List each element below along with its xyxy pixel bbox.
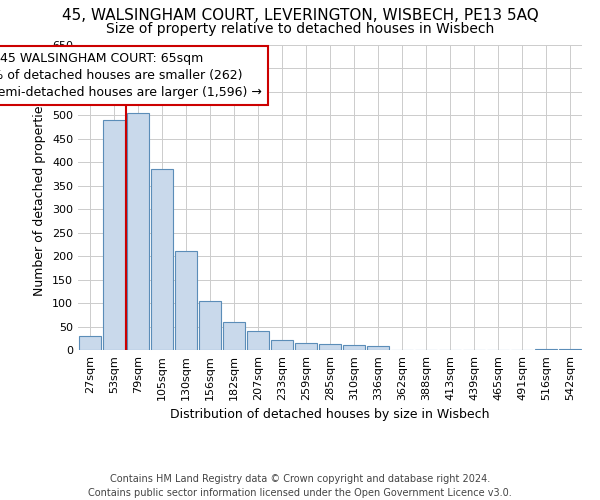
Text: 45 WALSINGHAM COURT: 65sqm
← 14% of detached houses are smaller (262)
85% of sem: 45 WALSINGHAM COURT: 65sqm ← 14% of deta… xyxy=(0,52,262,99)
Bar xyxy=(151,170,173,350)
Bar xyxy=(79,336,101,350)
Bar xyxy=(343,346,365,350)
Bar xyxy=(295,344,317,350)
Bar xyxy=(199,300,221,350)
Bar xyxy=(319,344,341,350)
Bar xyxy=(247,331,269,350)
Bar xyxy=(223,322,245,350)
Bar xyxy=(367,346,389,350)
Bar xyxy=(103,120,125,350)
Text: Size of property relative to detached houses in Wisbech: Size of property relative to detached ho… xyxy=(106,22,494,36)
Bar xyxy=(559,348,581,350)
Bar xyxy=(271,340,293,350)
Bar xyxy=(127,113,149,350)
Text: Contains HM Land Registry data © Crown copyright and database right 2024.
Contai: Contains HM Land Registry data © Crown c… xyxy=(88,474,512,498)
X-axis label: Distribution of detached houses by size in Wisbech: Distribution of detached houses by size … xyxy=(170,408,490,421)
Y-axis label: Number of detached properties: Number of detached properties xyxy=(34,99,46,296)
Bar xyxy=(175,252,197,350)
Text: 45, WALSINGHAM COURT, LEVERINGTON, WISBECH, PE13 5AQ: 45, WALSINGHAM COURT, LEVERINGTON, WISBE… xyxy=(62,8,538,22)
Bar xyxy=(535,349,557,350)
